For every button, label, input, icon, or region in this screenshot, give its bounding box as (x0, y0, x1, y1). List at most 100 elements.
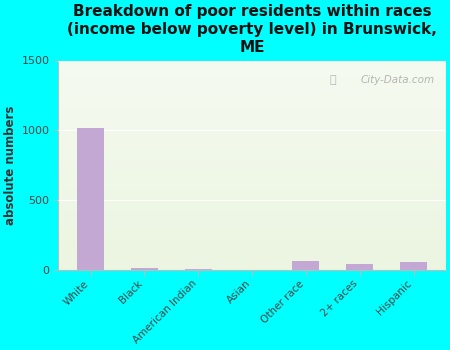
Bar (58, 62, 446, 63)
Bar (58, 188, 446, 189)
Bar (58, 256, 446, 257)
Bar (58, 152, 446, 153)
Bar (58, 173, 446, 174)
Bar (58, 269, 446, 270)
Bar (58, 61, 446, 62)
Bar (58, 112, 446, 113)
Bar (58, 205, 446, 206)
Bar (58, 190, 446, 191)
Bar (58, 132, 446, 133)
Bar (58, 103, 446, 104)
Bar (58, 259, 446, 260)
Bar (58, 147, 446, 148)
Bar (58, 125, 446, 126)
Bar (58, 222, 446, 223)
Bar (58, 122, 446, 123)
Title: Breakdown of poor residents within races
(income below poverty level) in Brunswi: Breakdown of poor residents within races… (67, 4, 437, 55)
Bar (58, 212, 446, 213)
Bar (58, 244, 446, 245)
Bar (58, 79, 446, 80)
Bar (58, 84, 446, 85)
Bar (58, 67, 446, 68)
Bar (58, 123, 446, 124)
Bar (58, 183, 446, 184)
Bar (58, 157, 446, 158)
Bar (58, 120, 446, 121)
Bar (58, 85, 446, 86)
Bar (58, 198, 446, 199)
Bar (58, 214, 446, 215)
Bar (58, 87, 446, 88)
Bar (58, 102, 446, 103)
Bar (58, 225, 446, 226)
Bar (58, 191, 446, 192)
Bar (58, 105, 446, 106)
Bar (58, 94, 446, 95)
Bar (58, 226, 446, 227)
Bar (58, 252, 446, 253)
Bar (58, 228, 446, 229)
Bar (58, 176, 446, 177)
Bar (58, 144, 446, 145)
Bar (58, 74, 446, 75)
Bar (58, 65, 446, 66)
Bar (58, 258, 446, 259)
Bar (58, 111, 446, 112)
Bar (58, 242, 446, 243)
Bar (58, 151, 446, 152)
Bar (58, 237, 446, 238)
Bar (58, 160, 446, 161)
Bar (58, 139, 446, 140)
Bar (58, 224, 446, 225)
Bar (58, 161, 446, 162)
Bar (58, 210, 446, 211)
Bar (58, 231, 446, 232)
Bar (58, 175, 446, 176)
Bar (58, 227, 446, 228)
Bar (58, 229, 446, 230)
Bar (58, 263, 446, 264)
Bar (58, 182, 446, 183)
Bar (58, 109, 446, 110)
Bar (58, 216, 446, 217)
Bar (58, 131, 446, 132)
Bar (400, 262, 427, 270)
Bar (58, 251, 446, 252)
Bar (58, 249, 446, 250)
Bar (58, 186, 446, 187)
Bar (131, 268, 158, 270)
Bar (58, 149, 446, 150)
Bar (58, 110, 446, 111)
Bar (58, 200, 446, 201)
Bar (58, 104, 446, 105)
Bar (58, 88, 446, 89)
Bar (58, 197, 446, 198)
Bar (58, 69, 446, 70)
Bar (58, 167, 446, 168)
Text: City-Data.com: City-Data.com (360, 75, 434, 85)
Bar (58, 101, 446, 102)
Bar (58, 68, 446, 69)
Bar (58, 159, 446, 160)
Bar (58, 77, 446, 78)
Bar (58, 154, 446, 155)
Bar (58, 207, 446, 208)
Bar (58, 158, 446, 159)
Bar (58, 232, 446, 233)
Bar (58, 163, 446, 164)
Bar (58, 162, 446, 163)
Bar (58, 150, 446, 151)
Bar (58, 223, 446, 224)
Bar (58, 135, 446, 136)
Bar (58, 134, 446, 135)
Bar (58, 121, 446, 122)
Bar (58, 260, 446, 261)
Bar (58, 179, 446, 180)
Bar (58, 83, 446, 84)
Bar (58, 114, 446, 115)
Bar (58, 268, 446, 269)
Bar (58, 97, 446, 98)
Bar (58, 266, 446, 267)
Bar (58, 89, 446, 90)
Bar (58, 230, 446, 231)
